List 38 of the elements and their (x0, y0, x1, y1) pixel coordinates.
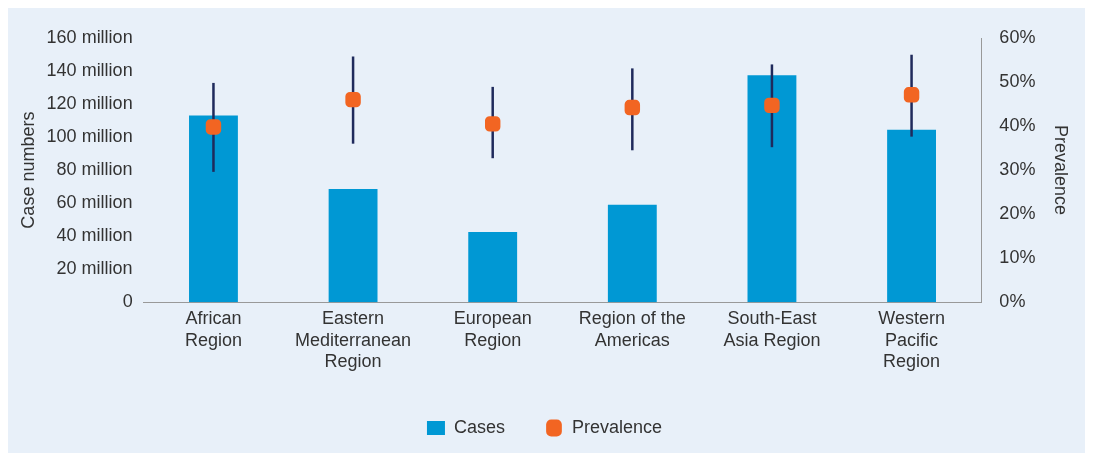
y2-tick-label: 50% (999, 71, 1036, 91)
point (903, 87, 920, 103)
y-tick-label: 60 million (56, 192, 133, 213)
x-tick-label: Western Pacific Region (878, 307, 945, 372)
x-tick-label: South-East Asia Region (723, 307, 821, 350)
point (764, 97, 780, 114)
y2-tick-label: 30% (999, 159, 1036, 180)
point (484, 116, 501, 132)
y2-tick-label: 10% (999, 247, 1036, 268)
bar (468, 232, 518, 303)
bar (607, 204, 657, 303)
y2-tick-label: 0% (999, 291, 1026, 312)
x-tick-label: Region of the Americas (578, 307, 686, 350)
y2-tick-label: 20% (999, 203, 1036, 224)
bar (887, 129, 936, 303)
y2-tick-label: 60% (999, 26, 1036, 47)
x-tick-label: Eastern Mediterranean Region (295, 307, 412, 372)
x-tick-label: African Region (184, 307, 242, 350)
y-tick-label: 20 million (56, 258, 133, 279)
point (624, 99, 641, 116)
y-tick-label: 100 million (46, 126, 133, 147)
point (205, 119, 222, 135)
y-tick-label: 40 million (56, 225, 133, 246)
point (345, 91, 361, 108)
y-tick-label: 160 million (46, 26, 133, 47)
y-tick-label: 80 million (56, 159, 133, 180)
legend-label: Cases (453, 416, 505, 437)
y-tick-label: 0 (122, 291, 133, 312)
y2-tick-label: 40% (999, 115, 1036, 136)
x-tick-label: European Region (453, 307, 532, 350)
y2-axis-title: Prevalence (1051, 125, 1072, 216)
y-tick-label: 140 million (46, 59, 133, 80)
bar (189, 115, 238, 303)
y-axis-title: Case numbers (17, 111, 38, 229)
bar (328, 189, 378, 303)
legend-label: Prevalence (571, 416, 663, 437)
bar (747, 75, 797, 303)
y-tick-label: 120 million (46, 93, 133, 114)
